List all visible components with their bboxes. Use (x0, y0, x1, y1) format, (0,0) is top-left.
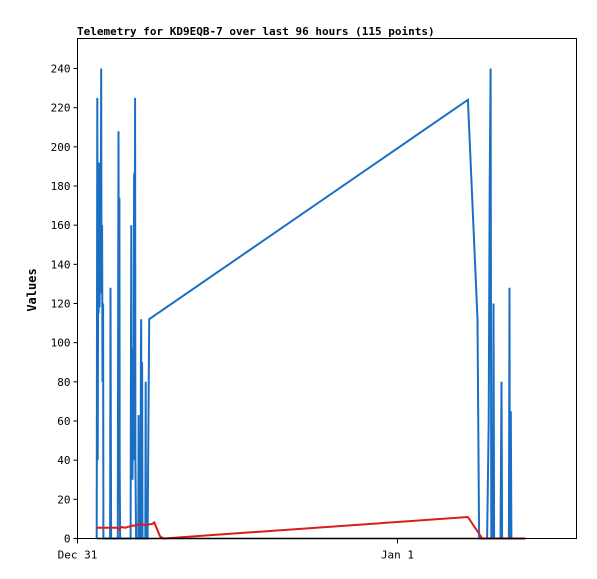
y-tick-label: 200 (51, 141, 71, 154)
x-tick-label: Jan 1 (381, 549, 414, 562)
y-tick-label: 80 (57, 376, 70, 389)
y-tick-label: 40 (57, 454, 70, 467)
y-axis-label: Values (25, 268, 39, 311)
y-tick-label: 60 (57, 415, 70, 428)
y-tick-label: 100 (51, 337, 71, 350)
y-axis: 0 20 40 60 80 100 120 140 160 180 200 220 240 (51, 63, 78, 546)
y-tick-label: 240 (51, 63, 71, 76)
y-tick-label: 20 (57, 493, 70, 506)
series-layer (95, 68, 526, 540)
chart-title: Telemetry for KD9EQB-7 over last 96 hour… (77, 25, 435, 38)
y-tick-label: 120 (51, 298, 71, 311)
y-tick-label: 180 (51, 180, 71, 193)
y-tick-label: 0 (64, 533, 71, 546)
x-tick-label: Dec 31 (58, 549, 98, 562)
y-tick-label: 160 (51, 219, 71, 232)
x-axis: Dec 31 Jan 1 (58, 538, 414, 562)
y-tick-label: 140 (51, 258, 71, 271)
y-tick-label: 220 (51, 102, 71, 115)
